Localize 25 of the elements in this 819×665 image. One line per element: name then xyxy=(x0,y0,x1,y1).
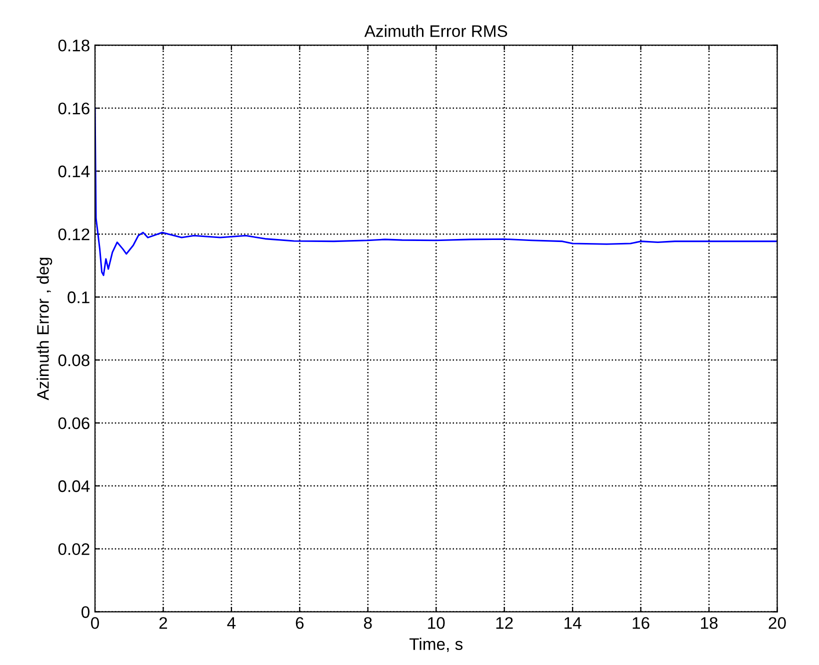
y-tick-label: 0 xyxy=(82,606,90,618)
y-tick-label: 0.16 xyxy=(58,102,90,114)
y-tick-label: 0.12 xyxy=(58,228,90,240)
x-tick-label: 10 xyxy=(428,617,445,629)
x-tick-label: 0 xyxy=(91,617,99,629)
line-series xyxy=(95,107,778,276)
x-tick-label: 14 xyxy=(564,617,582,629)
x-tick-label: 8 xyxy=(364,617,372,629)
y-tick-label: 0.04 xyxy=(58,480,90,492)
x-tick-label: 18 xyxy=(701,617,718,629)
x-tick-label: 6 xyxy=(296,617,304,629)
x-tick-label: 2 xyxy=(159,617,168,629)
x-tick-label: 12 xyxy=(496,617,513,629)
x-tick-label: 20 xyxy=(768,617,786,629)
y-tick-label: 0.02 xyxy=(58,543,90,556)
y-tick-label: 0.14 xyxy=(58,166,90,178)
y-tick-label: 0.1 xyxy=(68,291,90,304)
y-axis-title: Azimuth Error , deg xyxy=(36,258,52,400)
x-tick-label: 16 xyxy=(632,617,650,629)
y-tick-label: 0.08 xyxy=(58,354,90,366)
y-tick-label: 0.06 xyxy=(58,417,90,430)
x-tick-label: 4 xyxy=(227,617,236,629)
y-tick-label: 0.18 xyxy=(58,40,90,52)
x-axis-title: Time, s xyxy=(409,638,463,652)
chart-title: Azimuth Error RMS xyxy=(364,24,508,38)
